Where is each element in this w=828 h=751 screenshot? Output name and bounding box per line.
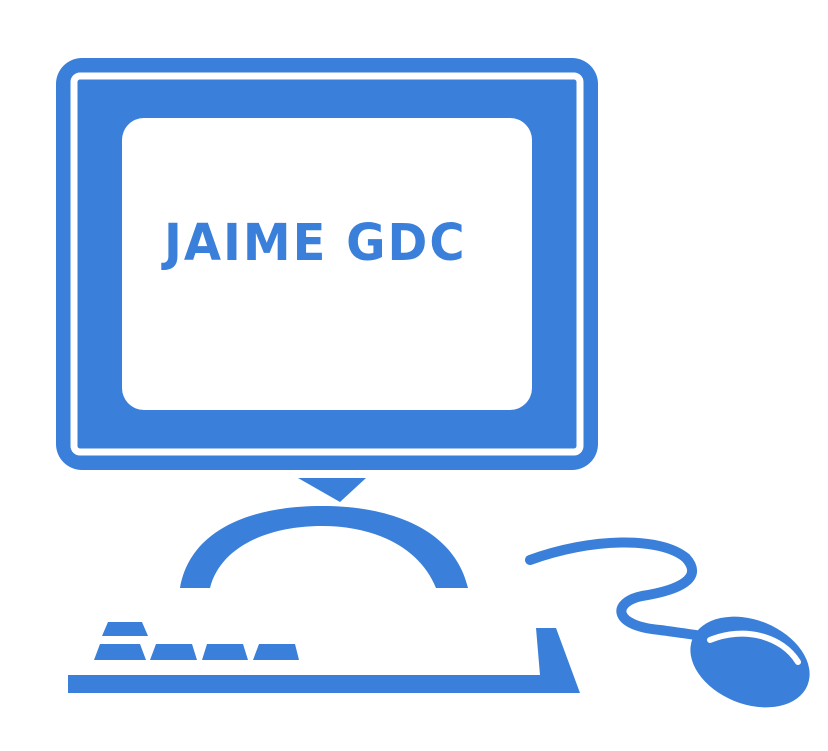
- keyboard-key: [150, 644, 197, 660]
- keyboard-key: [102, 622, 148, 636]
- monitor-bezel-line: [70, 72, 584, 456]
- monitor-neck: [298, 478, 366, 502]
- keyboard-key: [253, 644, 299, 660]
- logo-text: JAIME GDC: [164, 213, 467, 273]
- monitor-screen: [122, 118, 532, 410]
- mouse-body: [690, 616, 810, 708]
- keyboard-key: [94, 644, 146, 660]
- mouse-cable: [525, 537, 721, 645]
- mouse-button-line: [707, 630, 801, 665]
- keyboard-key: [202, 644, 248, 660]
- stand-highlight: [378, 540, 432, 588]
- keyboard-base: [68, 628, 580, 693]
- monitor-stand: [180, 506, 468, 588]
